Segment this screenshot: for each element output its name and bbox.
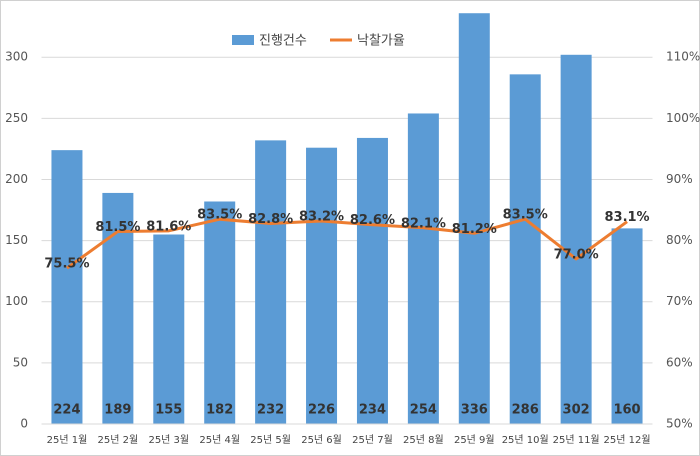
x-tick-label: 25년 1월 — [47, 434, 88, 446]
bar-value-label: 182 — [206, 403, 233, 418]
x-tick-label: 25년 5월 — [250, 434, 291, 446]
bar-value-label: 155 — [155, 403, 182, 418]
line-value-label: 82.8% — [248, 212, 293, 227]
x-tick-label: 25년 4월 — [199, 434, 240, 446]
line-value-label: 83.5% — [503, 208, 548, 223]
line-value-label: 81.6% — [146, 219, 191, 234]
bar — [153, 234, 185, 424]
bar — [306, 147, 338, 425]
bar-value-label: 189 — [104, 403, 131, 418]
y-tick-label: 150 — [5, 233, 28, 247]
y-tick-label: 50 — [13, 355, 28, 369]
bar — [458, 13, 490, 424]
legend-swatch — [232, 35, 254, 45]
y2-tick-label: 60% — [666, 355, 693, 369]
x-tick-label: 25년 11월 — [553, 434, 600, 446]
line — [66, 217, 628, 270]
bar — [356, 137, 388, 424]
bar — [560, 54, 592, 425]
x-tick-label: 25년 10월 — [502, 434, 549, 446]
bar — [51, 150, 83, 424]
y2-tick-label: 110% — [666, 50, 700, 64]
bar — [611, 228, 643, 424]
legend-label: 진행건수 — [259, 33, 307, 49]
bar-value-label: 232 — [257, 403, 284, 418]
y2-tick-label: 90% — [666, 172, 693, 186]
legend-label: 낙찰가율 — [357, 34, 405, 49]
x-tick-label: 25년 6월 — [301, 434, 342, 446]
y-tick-label: 300 — [5, 50, 28, 64]
y-tick-label: 0 — [20, 417, 28, 431]
y2-tick-label: 80% — [666, 233, 693, 247]
line-value-label: 82.1% — [401, 216, 446, 231]
y-tick-label: 250 — [5, 111, 28, 125]
bar-value-label: 226 — [308, 403, 335, 418]
y-tick-label: 100 — [5, 294, 28, 308]
line-value-label: 77.0% — [554, 247, 599, 262]
line-value-label: 81.2% — [452, 222, 497, 237]
bar — [509, 74, 541, 424]
x-tick-label: 25년 2월 — [98, 434, 139, 446]
y2-tick-label: 100% — [666, 111, 700, 125]
bar-value-label: 336 — [461, 403, 488, 418]
line-value-label: 83.1% — [604, 210, 649, 225]
x-tick-label: 25년 9월 — [454, 434, 495, 446]
x-tick-label: 25년 7월 — [352, 434, 393, 446]
y-tick-label: 200 — [5, 172, 28, 186]
x-tick-label: 25년 3월 — [148, 434, 189, 446]
line-value-label: 83.2% — [299, 210, 344, 225]
y2-tick-label: 70% — [666, 294, 693, 308]
bar — [407, 113, 439, 425]
bar — [204, 201, 236, 424]
bar-value-label: 234 — [359, 403, 386, 418]
line-value-label: 83.5% — [197, 208, 242, 223]
line-value-label: 82.6% — [350, 213, 395, 228]
bar-value-label: 160 — [613, 403, 640, 418]
x-tick-label: 25년 12월 — [604, 434, 651, 446]
y2-tick-label: 50% — [666, 417, 693, 431]
line-value-label: 75.5% — [44, 257, 89, 272]
bar-value-label: 254 — [410, 403, 437, 418]
bar — [255, 140, 287, 424]
bar-value-label: 286 — [512, 403, 539, 418]
x-tick-label: 25년 8월 — [403, 434, 444, 446]
bar-value-label: 224 — [53, 403, 80, 418]
line-value-label: 81.5% — [95, 220, 140, 235]
bar-value-label: 302 — [563, 403, 590, 418]
